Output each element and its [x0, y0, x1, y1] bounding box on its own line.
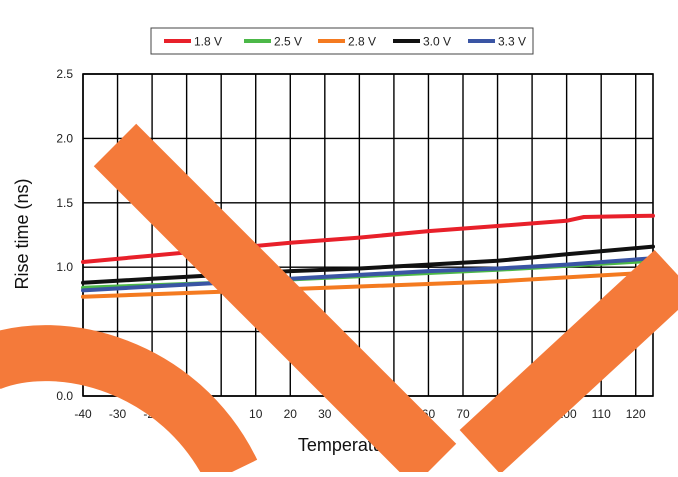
- legend-label-4: 3.3 V: [498, 35, 526, 49]
- x-tick-label: 110: [592, 407, 611, 421]
- y-tick-label: 2.0: [56, 131, 73, 145]
- legend-label-2: 2.8 V: [348, 35, 376, 49]
- series-line-4: [81, 256, 655, 293]
- legend-label-1: 2.5 V: [274, 35, 302, 49]
- y-tick-label: 0.0: [56, 389, 73, 403]
- legend: 1.8 V 2.5 V 2.8 V 3.0 V 3.3 V: [150, 27, 534, 55]
- x-tick-label: -40: [74, 407, 92, 421]
- y-tick-label: 1.5: [56, 196, 73, 210]
- x-tick-label: 120: [626, 407, 646, 421]
- x-tick-label: 70: [456, 407, 470, 421]
- x-tick-label: -30: [109, 407, 127, 421]
- x-tick-label: 20: [284, 407, 298, 421]
- legend-label-3: 3.0 V: [423, 35, 451, 49]
- watermark-stroke-arc: [0, 325, 258, 477]
- x-tick-label: 30: [318, 407, 332, 421]
- watermark-stroke-right: [459, 249, 678, 475]
- legend-label-0: 1.8 V: [194, 35, 222, 49]
- y-axis-label: Rise time (ns): [12, 178, 32, 289]
- watermark-stroke-diagonal: [93, 123, 457, 477]
- watermark: [0, 123, 678, 477]
- x-tick-label: 10: [249, 407, 263, 421]
- series-line-2: [81, 270, 655, 299]
- y-tick-label: 2.5: [56, 67, 73, 81]
- series-line-3: [81, 244, 655, 285]
- y-tick-label: 1.0: [56, 260, 73, 274]
